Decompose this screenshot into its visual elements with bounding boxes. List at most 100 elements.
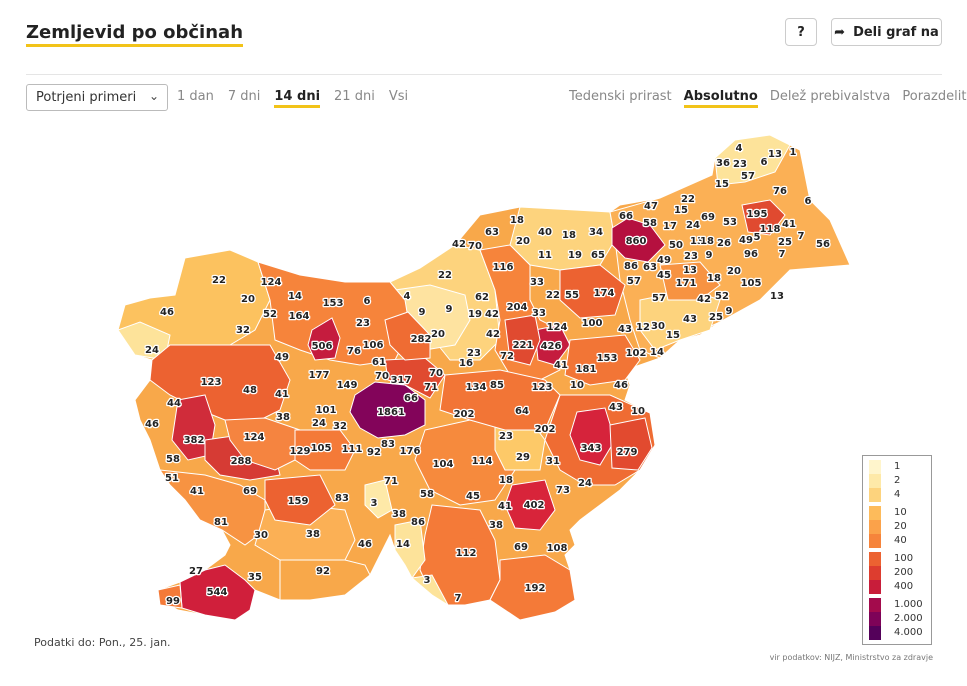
municipality-value[interactable]: 38 — [488, 519, 505, 533]
municipality-value[interactable]: 10 — [630, 405, 647, 419]
municipality-value[interactable]: 99 — [165, 595, 182, 609]
municipality-value[interactable]: 41 — [781, 218, 798, 232]
municipality-value[interactable]: 5 — [752, 231, 762, 245]
municipality-value[interactable]: 41 — [274, 388, 291, 402]
municipality-value[interactable]: 108 — [545, 542, 569, 556]
municipality-value[interactable]: 25 — [708, 311, 725, 325]
municipality-value[interactable]: 65 — [590, 249, 607, 263]
municipality-value[interactable]: 38 — [275, 411, 292, 425]
municipality-value[interactable]: 106 — [361, 339, 385, 353]
municipality-value[interactable]: 41 — [497, 500, 514, 514]
municipality-value[interactable]: 41 — [553, 359, 570, 373]
municipality-value[interactable]: 27 — [188, 565, 205, 579]
municipality-value[interactable]: 7 — [796, 230, 806, 244]
municipality-value[interactable]: 45 — [465, 490, 482, 504]
municipality-value[interactable]: 83 — [334, 492, 351, 506]
tab-time-1[interactable]: 7 dni — [227, 89, 261, 104]
municipality-value[interactable]: 66 — [618, 210, 635, 224]
municipality-value[interactable]: 105 — [309, 442, 333, 456]
municipality-value[interactable]: 53 — [722, 216, 739, 230]
municipality-value[interactable]: 174 — [592, 287, 616, 301]
municipality-value[interactable]: 43 — [617, 323, 634, 337]
municipality-value[interactable]: 70 — [374, 370, 391, 384]
municipality-value[interactable]: 153 — [595, 352, 619, 366]
municipality-value[interactable]: 49 — [738, 234, 755, 248]
municipality-value[interactable]: 9 — [444, 303, 454, 317]
municipality-value[interactable]: 9 — [704, 249, 714, 263]
municipality-value[interactable]: 46 — [613, 379, 630, 393]
municipality-value[interactable]: 38 — [391, 508, 408, 522]
tab-view-0[interactable]: Tedenski prirast — [569, 89, 672, 104]
municipality-value[interactable]: 177 — [307, 369, 331, 383]
municipality-value[interactable]: 49 — [656, 254, 673, 268]
municipality-value[interactable]: 123 — [530, 381, 554, 395]
municipality-value[interactable]: 105 — [739, 277, 763, 291]
municipality-value[interactable]: 40 — [537, 226, 554, 240]
municipality-value[interactable]: 164 — [287, 310, 311, 324]
municipality-value[interactable]: 56 — [815, 238, 832, 252]
municipality-value[interactable]: 32 — [332, 420, 349, 434]
municipality-value[interactable]: 71 — [423, 381, 440, 395]
municipality-value[interactable]: 279 — [615, 446, 639, 460]
municipality-value[interactable]: 159 — [286, 495, 310, 509]
municipality-value[interactable]: 86 — [410, 516, 427, 530]
municipality-value[interactable]: 123 — [199, 376, 223, 390]
municipality-value[interactable]: 41 — [189, 485, 206, 499]
municipality-value[interactable]: 24 — [144, 344, 161, 358]
municipality-value[interactable]: 61 — [371, 356, 388, 370]
municipality-value[interactable]: 69 — [513, 541, 530, 555]
municipality-value[interactable]: 202 — [533, 423, 557, 437]
municipality-value[interactable]: 96 — [743, 248, 760, 262]
municipality-value[interactable]: 22 — [545, 289, 562, 303]
municipality-value[interactable]: 221 — [511, 339, 535, 353]
municipality-value[interactable]: 46 — [159, 306, 176, 320]
municipality-value[interactable]: 153 — [321, 297, 345, 311]
municipality-value[interactable]: 14 — [649, 346, 666, 360]
municipality-value[interactable]: 13 — [769, 290, 786, 304]
municipality-value[interactable]: 23 — [498, 430, 515, 444]
municipality-value[interactable]: 42 — [484, 308, 501, 322]
municipality-value[interactable]: 70 — [428, 367, 445, 381]
municipality-value[interactable]: 34 — [588, 226, 605, 240]
municipality-value[interactable]: 58 — [165, 453, 182, 467]
share-button[interactable]: ➦ Deli graf na — [831, 18, 942, 46]
municipality-value[interactable]: 45 — [656, 269, 673, 283]
tab-time-2[interactable]: 14 dni — [274, 89, 321, 108]
municipality-value[interactable]: 57 — [626, 275, 643, 289]
municipality-value[interactable]: 73 — [555, 484, 572, 498]
municipality-value[interactable]: 57 — [740, 170, 757, 184]
municipality-value[interactable]: 195 — [745, 208, 769, 222]
municipality-value[interactable]: 426 — [539, 340, 563, 354]
municipality-value[interactable]: 860 — [624, 235, 648, 249]
municipality-value[interactable]: 30 — [650, 320, 667, 334]
municipality-value[interactable]: 124 — [545, 321, 569, 335]
municipality-value[interactable]: 102 — [624, 347, 648, 361]
help-button[interactable]: ? — [785, 18, 817, 46]
municipality-value[interactable]: 506 — [310, 340, 334, 354]
municipality-value[interactable]: 114 — [470, 455, 494, 469]
municipality-value[interactable]: 3 — [422, 574, 432, 588]
municipality-value[interactable]: 57 — [651, 292, 668, 306]
municipality-value[interactable]: 7 — [453, 592, 463, 606]
municipality-value[interactable]: 70 — [467, 240, 484, 254]
municipality-value[interactable]: 24 — [311, 417, 328, 431]
municipality-value[interactable]: 18 — [498, 474, 515, 488]
municipality-value[interactable]: 85 — [489, 379, 506, 393]
municipality-value[interactable]: 176 — [398, 445, 422, 459]
municipality-value[interactable]: 64 — [514, 405, 531, 419]
municipality-value[interactable]: 38 — [305, 528, 322, 542]
municipality-value[interactable]: 71 — [383, 475, 400, 489]
municipality-value[interactable]: 23 — [355, 317, 372, 331]
municipality-value[interactable]: 20 — [430, 328, 447, 342]
tab-time-0[interactable]: 1 dan — [177, 89, 214, 104]
municipality-value[interactable]: 24 — [685, 219, 702, 233]
municipality-value[interactable]: 282 — [409, 333, 433, 347]
municipality-value[interactable]: 42 — [696, 293, 713, 307]
municipality-value[interactable]: 14 — [287, 290, 304, 304]
municipality-value[interactable]: 24 — [577, 477, 594, 491]
municipality-value[interactable]: 69 — [242, 485, 259, 499]
municipality-value[interactable]: 50 — [668, 239, 685, 253]
municipality-value[interactable]: 62 — [474, 291, 491, 305]
municipality-value[interactable]: 36 — [715, 157, 732, 171]
municipality-value[interactable]: 6 — [759, 156, 769, 170]
